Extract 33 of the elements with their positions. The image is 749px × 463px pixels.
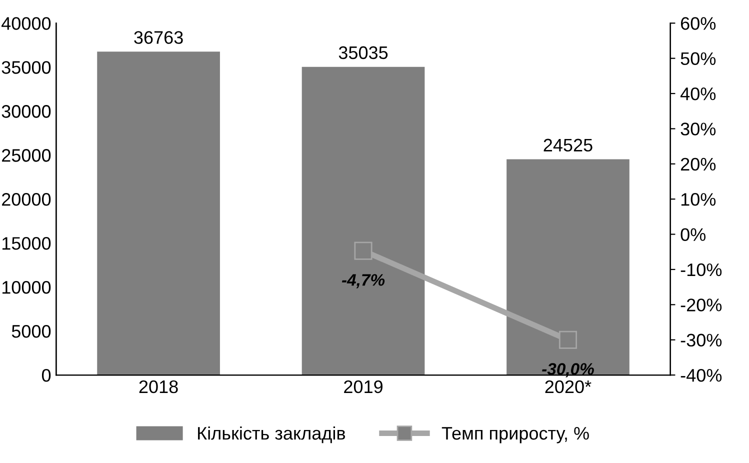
- x-tick-label: 2020*: [545, 380, 592, 394]
- y-tick-label: 5000: [12, 324, 51, 338]
- x-tick-label: 2018: [139, 380, 178, 394]
- y-tick-label: 25000: [2, 149, 51, 162]
- y2-tick-label: 40%: [680, 87, 716, 100]
- y2-tick-label: 0%: [680, 228, 706, 241]
- y2-tick-label: 30%: [680, 122, 716, 136]
- y2-tick-label: -20%: [680, 298, 722, 312]
- y-tick-label: 35000: [2, 61, 51, 74]
- bar: [97, 52, 220, 376]
- y2-tick-label: -10%: [680, 263, 722, 276]
- y-tick-label: 0: [42, 368, 51, 382]
- y2-tick-label: -30%: [680, 334, 722, 347]
- data-label: 24525: [544, 138, 592, 152]
- y-tick-label: 15000: [2, 237, 51, 250]
- y-tick-label: 10000: [2, 280, 51, 294]
- data-label: -4,7%: [342, 274, 385, 288]
- y2-tick-label: -40%: [680, 368, 722, 382]
- data-label: 35035: [338, 46, 388, 60]
- y-tick-label: 40000: [2, 17, 51, 30]
- y2-tick-label: 10%: [681, 193, 716, 206]
- data-label: -30,0%: [542, 363, 594, 378]
- x-tick-label: 2019: [344, 380, 382, 394]
- y2-tick-label: 20%: [680, 158, 716, 171]
- y2-tick-label: 60%: [680, 17, 716, 30]
- y-tick-label: 30000: [2, 105, 51, 118]
- y-tick-label: 20000: [2, 193, 51, 206]
- legend-label: Кількість закладів: [198, 426, 346, 444]
- y2-tick-label: 50%: [680, 52, 716, 66]
- data-label: 36763: [134, 31, 183, 44]
- legend-label: Темп приросту, %: [442, 427, 589, 444]
- bar: [302, 66, 425, 376]
- bar: [506, 159, 630, 376]
